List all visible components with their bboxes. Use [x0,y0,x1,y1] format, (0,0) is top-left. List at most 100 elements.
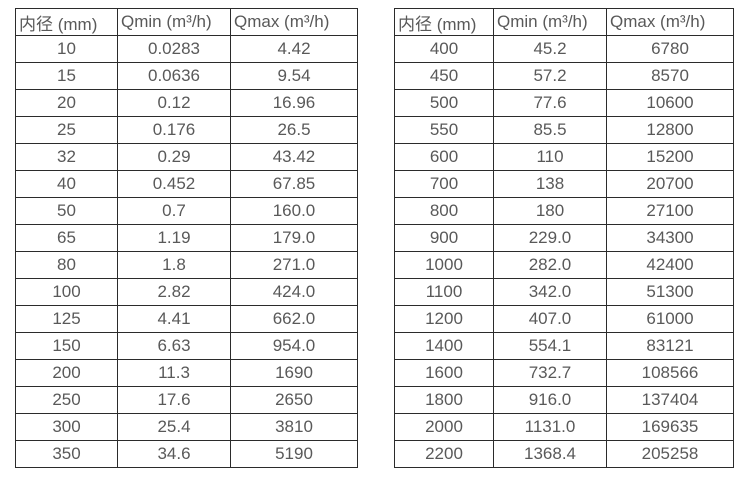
qmin-cell: 0.176 [117,116,231,144]
col-header-inner-diameter: 内径 (mm) [394,8,494,36]
diameter-cell: 500 [394,89,494,117]
table-row: 150 6.63 954.0 [15,332,358,360]
qmin-cell: 0.29 [117,143,231,171]
table-row: 125 4.41 662.0 [15,305,358,333]
qmax-cell: 6780 [606,35,734,63]
qmin-cell: 25.4 [117,413,231,441]
qmin-cell: 180 [493,197,607,225]
table-row: 700 138 20700 [394,170,734,198]
qmax-cell: 3810 [230,413,358,441]
qmax-cell: 271.0 [230,251,358,279]
diameter-cell: 25 [15,116,118,144]
flow-table-right: 内径 (mm) Qmin (m³/h) Qmax (m³/h) 400 45.2 6… [394,8,734,468]
diameter-cell: 1600 [394,359,494,387]
table-row: 50 0.7 160.0 [15,197,358,225]
qmin-cell: 34.6 [117,440,231,468]
col-header-inner-diameter: 内径 (mm) [15,8,118,36]
table-row: 600 110 15200 [394,143,734,171]
qmin-cell: 554.1 [493,332,607,360]
diameter-cell: 600 [394,143,494,171]
table-row: 250 17.6 2650 [15,386,358,414]
diameter-cell: 2000 [394,413,494,441]
qmax-cell: 27100 [606,197,734,225]
flow-table-left: 内径 (mm) Qmin (m³/h) Qmax (m³/h) 10 0.0283… [15,8,358,468]
qmax-cell: 179.0 [230,224,358,252]
qmin-cell: 342.0 [493,278,607,306]
diameter-cell: 200 [15,359,118,387]
qmin-cell: 0.12 [117,89,231,117]
qmin-cell: 732.7 [493,359,607,387]
table-row: 40 0.452 67.85 [15,170,358,198]
diameter-cell: 65 [15,224,118,252]
qmax-cell: 16.96 [230,89,358,117]
diameter-cell: 80 [15,251,118,279]
diameter-cell: 900 [394,224,494,252]
qmax-cell: 42400 [606,251,734,279]
qmin-cell: 45.2 [493,35,607,63]
qmin-cell: 1.8 [117,251,231,279]
qmin-cell: 0.0283 [117,35,231,63]
qmin-cell: 1368.4 [493,440,607,468]
table-row: 900 229.0 34300 [394,224,734,252]
table-row: 32 0.29 43.42 [15,143,358,171]
diameter-cell: 1200 [394,305,494,333]
qmin-cell: 407.0 [493,305,607,333]
qmax-cell: 160.0 [230,197,358,225]
qmax-cell: 954.0 [230,332,358,360]
qmax-cell: 1690 [230,359,358,387]
qmax-cell: 51300 [606,278,734,306]
diameter-cell: 125 [15,305,118,333]
table-row: 550 85.5 12800 [394,116,734,144]
qmin-cell: 282.0 [493,251,607,279]
diameter-cell: 400 [394,35,494,63]
diameter-cell: 2200 [394,440,494,468]
diameter-cell: 10 [15,35,118,63]
diameter-cell: 15 [15,62,118,90]
diameter-cell: 32 [15,143,118,171]
qmin-cell: 138 [493,170,607,198]
table-row: 200 11.3 1690 [15,359,358,387]
table-header-row: 内径 (mm) Qmin (m³/h) Qmax (m³/h) [394,8,734,36]
qmin-cell: 1131.0 [493,413,607,441]
table-row: 500 77.6 10600 [394,89,734,117]
diameter-cell: 1000 [394,251,494,279]
qmin-cell: 4.41 [117,305,231,333]
qmax-cell: 108566 [606,359,734,387]
qmin-cell: 57.2 [493,62,607,90]
table-header-row: 内径 (mm) Qmin (m³/h) Qmax (m³/h) [15,8,358,36]
table-row: 400 45.2 6780 [394,35,734,63]
diameter-cell: 550 [394,116,494,144]
qmin-cell: 1.19 [117,224,231,252]
table-row: 1400 554.1 83121 [394,332,734,360]
qmax-cell: 137404 [606,386,734,414]
table-row: 2200 1368.4 205258 [394,440,734,468]
table-row: 450 57.2 8570 [394,62,734,90]
qmin-cell: 0.452 [117,170,231,198]
diameter-cell: 100 [15,278,118,306]
table-row: 80 1.8 271.0 [15,251,358,279]
table-body: 400 45.2 6780 450 57.2 8570 500 77.6 10600 550 85.… [394,35,734,468]
table-row: 2000 1131.0 169635 [394,413,734,441]
qmin-cell: 11.3 [117,359,231,387]
qmax-cell: 26.5 [230,116,358,144]
qmin-cell: 110 [493,143,607,171]
diameter-cell: 1100 [394,278,494,306]
qmax-cell: 20700 [606,170,734,198]
qmax-cell: 4.42 [230,35,358,63]
col-header-qmax: Qmax (m³/h) [230,8,358,36]
qmin-cell: 916.0 [493,386,607,414]
diameter-cell: 800 [394,197,494,225]
table-row: 1800 916.0 137404 [394,386,734,414]
diameter-cell: 150 [15,332,118,360]
qmin-cell: 0.7 [117,197,231,225]
qmin-cell: 85.5 [493,116,607,144]
qmax-cell: 83121 [606,332,734,360]
col-header-qmin: Qmin (m³/h) [493,8,607,36]
qmax-cell: 9.54 [230,62,358,90]
table-row: 15 0.0636 9.54 [15,62,358,90]
table-row: 100 2.82 424.0 [15,278,358,306]
diameter-cell: 250 [15,386,118,414]
qmin-cell: 17.6 [117,386,231,414]
table-row: 1000 282.0 42400 [394,251,734,279]
qmax-cell: 2650 [230,386,358,414]
